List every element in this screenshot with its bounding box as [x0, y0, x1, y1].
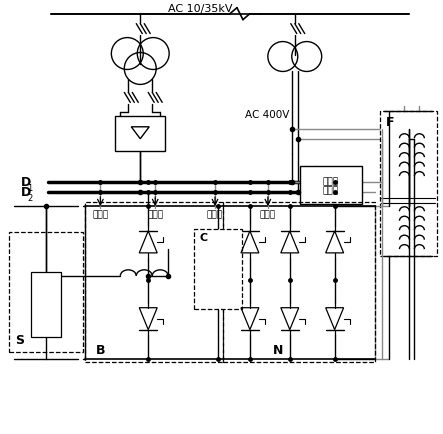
- Bar: [300, 167, 361, 204]
- Text: 回流线: 回流线: [260, 210, 276, 219]
- Bar: [85, 203, 223, 362]
- Bar: [380, 112, 437, 256]
- Text: C: C: [199, 232, 207, 242]
- Bar: [9, 233, 83, 352]
- Text: N: N: [273, 343, 283, 356]
- Text: F: F: [385, 115, 394, 128]
- Text: D: D: [21, 175, 31, 188]
- Text: D: D: [21, 185, 31, 198]
- Text: 右馈线: 右馈线: [207, 210, 223, 219]
- Text: AC 10/35kV: AC 10/35kV: [168, 3, 232, 13]
- Bar: [223, 203, 374, 362]
- Text: 助设备: 助设备: [323, 186, 339, 195]
- Text: B: B: [95, 343, 105, 356]
- Bar: [115, 117, 165, 152]
- Bar: [194, 230, 242, 309]
- Text: AC 400V: AC 400V: [245, 110, 289, 120]
- Text: 1: 1: [27, 184, 32, 193]
- Text: 站内辅: 站内辅: [323, 177, 339, 186]
- Text: 左馈线: 左馈线: [147, 210, 163, 219]
- Text: 回流线: 回流线: [92, 210, 109, 219]
- Text: S: S: [15, 333, 23, 346]
- Text: 2: 2: [27, 194, 32, 203]
- Bar: [31, 272, 61, 337]
